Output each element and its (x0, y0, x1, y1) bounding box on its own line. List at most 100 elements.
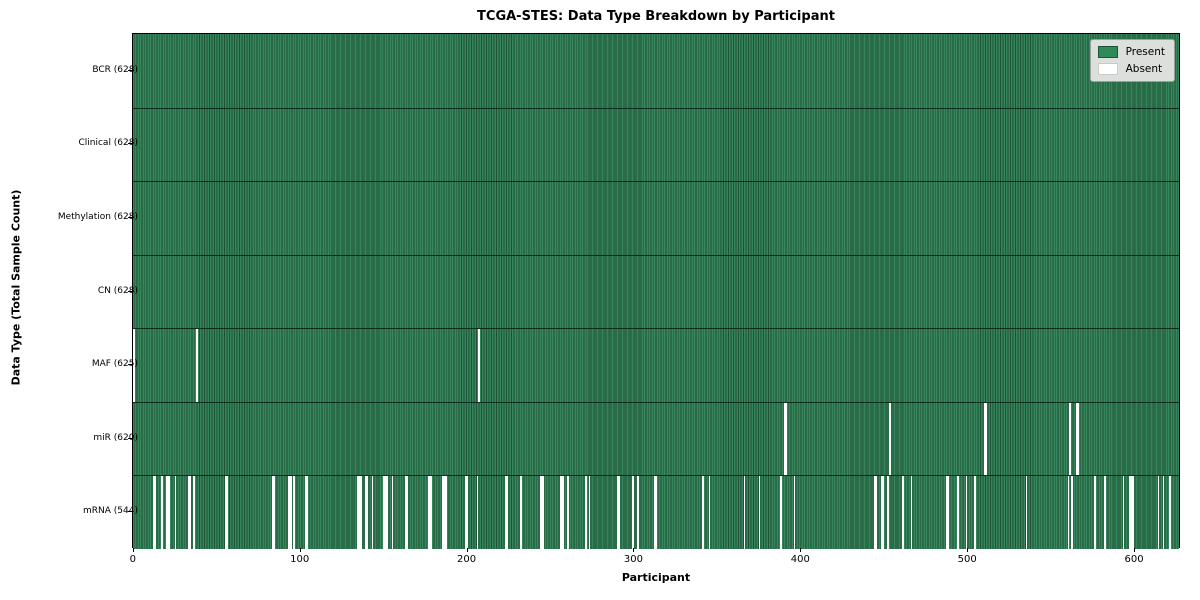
absent-stripe (780, 475, 783, 549)
absent-stripe (154, 475, 157, 549)
x-tick-label: 500 (957, 554, 977, 565)
absent-stripe (882, 475, 884, 549)
absent-stripe (561, 475, 564, 549)
y-tick-label-bcr: BCR (628) (92, 64, 138, 75)
absent-stripe (985, 401, 988, 476)
absent-stripe (743, 475, 746, 549)
absent-stripe (631, 475, 634, 549)
absent-stripe (506, 475, 509, 549)
absent-stripe (520, 475, 522, 549)
x-tick-label: 400 (790, 554, 810, 565)
absent-stripe (1075, 401, 1078, 476)
absent-stripe (541, 475, 544, 549)
absent-stripe (428, 475, 431, 549)
row-methylation (133, 181, 1179, 255)
row-bcr (133, 34, 1179, 108)
absent-stripe (288, 475, 290, 549)
absent-stripe (910, 475, 913, 549)
absent-stripe (174, 475, 177, 549)
absent-stripe (1077, 401, 1080, 476)
x-tick-label: 200 (457, 554, 477, 565)
absent-stripe (965, 475, 968, 549)
absent-stripe (945, 475, 948, 549)
legend-swatch-absent (1097, 63, 1118, 75)
legend-label: Absent (1125, 63, 1163, 75)
absent-stripe (702, 475, 704, 549)
absent-stripe (902, 475, 904, 549)
x-tick-mark (466, 548, 468, 552)
absent-stripe (358, 475, 360, 549)
y-tick-mark (128, 511, 132, 513)
absent-stripe (406, 475, 409, 549)
absent-stripe (636, 475, 639, 549)
absent-stripe (366, 475, 369, 549)
chart-title: TCGA-STES: Data Type Breakdown by Partic… (477, 9, 835, 24)
absent-stripe (391, 475, 394, 549)
absent-stripe (133, 328, 135, 402)
absent-stripe (168, 475, 170, 549)
x-tick-label: 0 (129, 554, 137, 565)
absent-stripe (880, 475, 883, 549)
absent-stripe (161, 475, 164, 549)
y-tick-label-mir: miR (620) (93, 432, 138, 443)
absent-stripe (655, 475, 657, 549)
y-tick-mark (128, 216, 132, 218)
absent-stripe (560, 475, 562, 549)
absent-stripe (783, 401, 786, 476)
absent-stripe (1025, 475, 1028, 549)
absent-stripe (616, 475, 619, 549)
absent-stripe (984, 401, 986, 476)
y-tick-mark (128, 143, 132, 145)
absent-stripe (585, 475, 587, 549)
absent-stripe (445, 475, 447, 549)
absent-stripe (1132, 475, 1135, 549)
absent-stripe (653, 475, 656, 549)
absent-stripe (196, 328, 199, 402)
x-tick-label: 300 (623, 554, 644, 565)
absent-stripe (1067, 475, 1070, 549)
row-clinical (133, 107, 1179, 182)
row-mrna (133, 475, 1179, 549)
absent-stripe (271, 475, 274, 549)
absent-stripe (588, 475, 591, 549)
row-separator (133, 107, 1179, 109)
absent-stripe (224, 475, 227, 549)
y-tick-mark (128, 364, 132, 366)
absent-stripe (793, 475, 796, 549)
row-mir (133, 401, 1179, 476)
row-separator (133, 401, 1179, 403)
plot-area: Present Absent (132, 33, 1180, 549)
x-axis-label: Participant (621, 571, 691, 584)
absent-stripe (1169, 475, 1171, 549)
absent-stripe (1069, 401, 1071, 476)
absent-stripe (466, 475, 469, 549)
absent-stripe (356, 475, 359, 549)
absent-stripe (306, 475, 309, 549)
absent-stripe (1122, 475, 1125, 549)
y-axis-label: Data Type (Total Sample Count) (9, 189, 23, 386)
row-cn (133, 254, 1179, 329)
x-tick-mark (132, 548, 134, 552)
absent-stripe (540, 475, 542, 549)
absent-stripe (188, 475, 190, 549)
absent-stripe (875, 475, 878, 549)
absent-stripe (785, 401, 788, 476)
x-tick-mark (967, 548, 969, 552)
legend-item-present: Present (1097, 46, 1165, 58)
absent-stripe (384, 475, 387, 549)
row-separator (133, 328, 1179, 330)
absent-stripe (443, 475, 446, 549)
absent-stripe (887, 475, 889, 549)
absent-stripe (618, 475, 621, 549)
legend-item-absent: Absent (1097, 63, 1165, 75)
x-tick-mark (1134, 548, 1136, 552)
x-tick-mark (299, 548, 301, 552)
absent-stripe (947, 475, 950, 549)
absent-stripe (1162, 475, 1165, 549)
absent-stripe (1129, 475, 1131, 549)
y-tick-label-cn: CN (628) (97, 285, 138, 296)
absent-stripe (478, 328, 481, 402)
absent-stripe (758, 475, 761, 549)
absent-stripe (386, 475, 389, 549)
